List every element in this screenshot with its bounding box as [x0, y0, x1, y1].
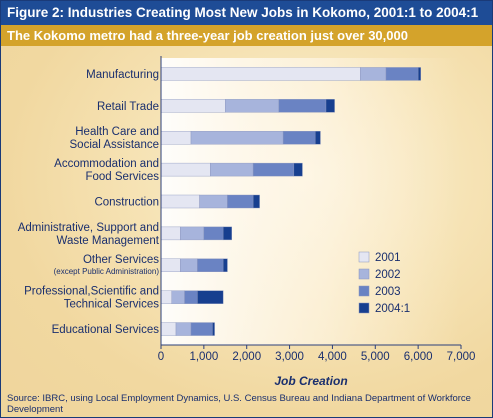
bar-segment: [160, 131, 192, 145]
figure-title: Figure 2: Industries Creating Most New J…: [1, 1, 492, 25]
category-label: Retail Trade: [97, 101, 159, 113]
x-tick-label: 1,000: [189, 351, 218, 363]
bar-segment: [160, 99, 226, 113]
bar-segment: [282, 131, 316, 145]
category-label: Educational Services: [52, 324, 160, 336]
legend-swatch: [358, 268, 370, 280]
legend-swatch: [358, 302, 370, 314]
bar-segment: [222, 226, 232, 241]
bar-segment: [190, 322, 213, 336]
bar-segment: [197, 258, 224, 272]
bar-segment: [278, 99, 327, 113]
bar-segment: [160, 322, 177, 336]
legend-label: 2003: [375, 286, 401, 298]
bar-segment: [385, 67, 419, 81]
x-tick-label: 4,000: [318, 351, 347, 363]
bar-segment: [210, 162, 254, 177]
bar-segment: [360, 67, 387, 81]
x-tick-label: 3,000: [275, 351, 304, 363]
category-label: Health Care and Social Assistance: [70, 126, 160, 151]
bar-segment: [252, 194, 260, 209]
bar-segment: [160, 67, 361, 81]
category-label: Accommodation and Food Services: [54, 158, 159, 183]
bar-segment: [175, 322, 192, 336]
bar-segment: [160, 290, 172, 304]
bar-segment: [325, 99, 335, 113]
bar-segment: [160, 194, 200, 209]
category-label: Professional,Scientific and Technical Ser…: [24, 286, 159, 311]
bar-segment: [417, 67, 421, 81]
x-tick-label: 5,000: [361, 351, 390, 363]
bar-segment: [190, 131, 284, 145]
x-axis-label: Job Creation: [274, 374, 347, 388]
bar-segment: [184, 290, 198, 304]
x-tick-label: 6,000: [404, 351, 433, 363]
legend-swatch: [358, 285, 370, 297]
bar-segment: [171, 290, 185, 304]
bar-segment: [293, 162, 303, 177]
bar-segment: [180, 258, 198, 272]
bar-segment: [222, 258, 228, 272]
legend-label: 2004:1: [375, 303, 410, 315]
bar-segment: [199, 194, 228, 209]
category-label: Administrative, Support and Waste Managem…: [18, 222, 160, 247]
bar-segment: [160, 226, 181, 241]
bar-segment: [225, 99, 280, 113]
bar-segment: [160, 258, 181, 272]
legend-swatch: [358, 251, 370, 263]
figure-subtitle: The Kokomo metro had a three-year job cr…: [1, 25, 492, 46]
category-label: Construction: [94, 197, 159, 209]
bar-segment: [212, 322, 215, 336]
legend-label: 2002: [375, 269, 401, 281]
bar-segment: [203, 226, 224, 241]
bar-segment: [160, 162, 211, 177]
category-label: Other Services (except Public Administrat…: [54, 254, 160, 276]
x-tick-label: 0: [158, 351, 164, 363]
bar-segment: [252, 162, 295, 177]
x-tick-label: 2,000: [232, 351, 261, 363]
bar-segment: [180, 226, 205, 241]
category-label: Manufacturing: [86, 69, 159, 81]
legend-label: 2001: [375, 252, 401, 264]
bar-segment: [227, 194, 254, 209]
x-tick-label: 7,000: [447, 351, 476, 363]
bar-segment: [197, 290, 224, 304]
source-note: Source: IBRC, using Local Employment Dyn…: [7, 393, 471, 415]
bar-segment: [315, 131, 321, 145]
